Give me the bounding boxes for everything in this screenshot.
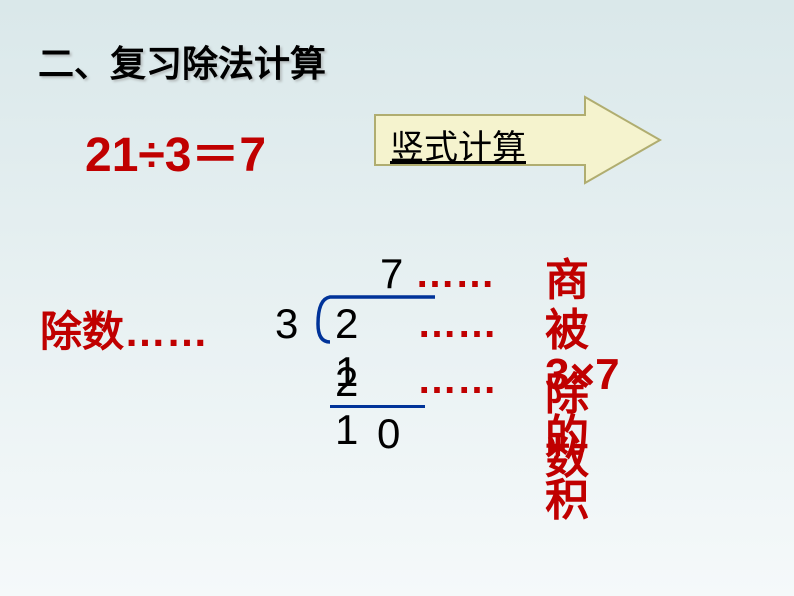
product-annotation: 3×7的积 — [545, 350, 620, 528]
remainder-value: 0 — [377, 410, 400, 458]
subtraction-line — [330, 405, 425, 408]
divisor-value: 3 — [275, 300, 298, 348]
section-title: 二、复习除法计算 — [38, 35, 326, 87]
quotient-value: 7 — [380, 250, 403, 298]
quotient-dots: …… — [415, 252, 495, 297]
arrow-label: 竖式计算 — [390, 120, 526, 169]
dividend-dots: …… — [417, 302, 497, 347]
product-dots: …… — [417, 358, 497, 403]
divisor-label: 除数…… — [40, 298, 208, 359]
division-equation: 21÷3＝7 — [85, 115, 266, 185]
